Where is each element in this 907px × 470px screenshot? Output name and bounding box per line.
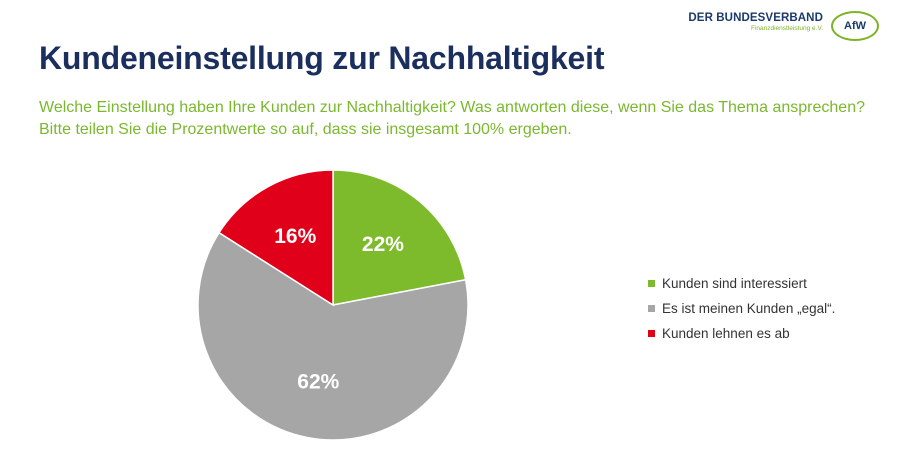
- pie-slice-es-ist-meinen-kunden-egal: [197, 231, 469, 441]
- chart-legend: Kunden sind interessiert Es ist meinen Ku…: [648, 271, 835, 346]
- logo-main-text: DER BUNDESVERBAND: [688, 12, 823, 24]
- question-text: Welche Einstellung haben Ihre Kunden zur…: [39, 99, 865, 138]
- legend-label: Kunden lehnen es ab: [662, 326, 790, 341]
- pie-label-kunden-sind-interessiert: 22%: [362, 233, 404, 256]
- logo-sub-text: Finanzdienstleistung e.V.: [750, 25, 823, 32]
- page-title: Kundeneinstellung zur Nachhaltigkeit: [39, 40, 605, 76]
- legend-item-es-ist-meinen-kunden-egal: Es ist meinen Kunden „egal“.: [648, 296, 835, 321]
- pie-label-es-ist-meinen-kunden-egal: 62%: [297, 370, 339, 393]
- legend-label: Kunden sind interessiert: [662, 276, 807, 291]
- legend-label: Es ist meinen Kunden „egal“.: [662, 301, 836, 316]
- pie-label-kunden-lehnen-es-ab: 16%: [274, 225, 316, 248]
- legend-swatch: [648, 330, 655, 337]
- pie-slice-kunden-sind-interessiert: [332, 169, 467, 306]
- logo-text: DER BUNDESVERBAND Finanzdienstleistung e…: [688, 12, 823, 32]
- legend-swatch: [648, 280, 655, 287]
- legend-swatch: [648, 305, 655, 312]
- legend-item-kunden-lehnen-es-ab: Kunden lehnen es ab: [648, 321, 835, 346]
- pie-slice-kunden-lehnen-es-ab: [217, 169, 334, 307]
- legend-item-kunden-sind-interessiert: Kunden sind interessiert: [648, 271, 835, 296]
- logo-badge: AfW: [831, 11, 879, 41]
